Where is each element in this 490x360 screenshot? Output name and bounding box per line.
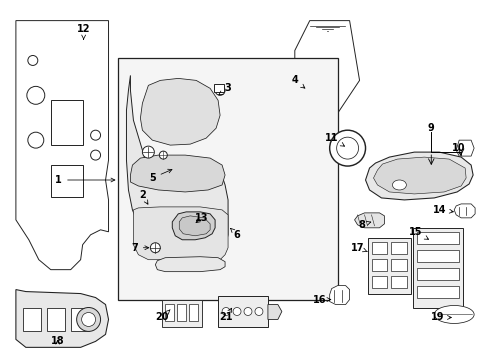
Text: 10: 10	[452, 143, 466, 156]
Circle shape	[215, 85, 225, 95]
Bar	[371, 276, 388, 288]
Text: 8: 8	[358, 220, 371, 230]
Circle shape	[91, 130, 100, 140]
Circle shape	[150, 243, 160, 253]
Polygon shape	[16, 21, 108, 270]
Bar	[47, 307, 65, 332]
Bar	[392, 242, 407, 254]
Text: 6: 6	[231, 228, 241, 240]
Circle shape	[82, 312, 96, 327]
Circle shape	[27, 86, 45, 104]
Bar	[189, 303, 198, 321]
Text: 4: 4	[292, 75, 305, 88]
Polygon shape	[366, 152, 473, 200]
Polygon shape	[130, 155, 225, 192]
Polygon shape	[456, 140, 474, 156]
Text: 1: 1	[55, 175, 115, 185]
Circle shape	[159, 151, 167, 159]
Circle shape	[28, 132, 44, 148]
Polygon shape	[355, 213, 385, 228]
Polygon shape	[268, 305, 282, 319]
Bar	[177, 303, 186, 321]
Circle shape	[255, 307, 263, 315]
Text: 12: 12	[77, 24, 90, 39]
Bar	[119, 58, 338, 300]
Bar	[392, 259, 407, 271]
Ellipse shape	[434, 306, 474, 323]
Text: 17: 17	[351, 243, 367, 253]
Circle shape	[143, 146, 154, 158]
Ellipse shape	[392, 180, 406, 190]
Circle shape	[28, 55, 38, 66]
Text: 7: 7	[131, 243, 149, 253]
Bar	[368, 238, 412, 293]
Bar	[417, 268, 459, 280]
Text: 14: 14	[433, 205, 453, 215]
Text: 13: 13	[196, 213, 209, 223]
Circle shape	[233, 307, 241, 315]
Bar	[392, 276, 407, 288]
Bar	[214, 84, 224, 92]
Bar	[51, 100, 83, 145]
Bar	[417, 250, 459, 262]
Text: 18: 18	[51, 336, 65, 346]
Polygon shape	[133, 207, 228, 260]
Text: 11: 11	[325, 133, 344, 146]
Circle shape	[91, 150, 100, 160]
Bar	[51, 165, 83, 197]
Text: 2: 2	[139, 190, 148, 204]
Polygon shape	[179, 216, 210, 236]
Polygon shape	[126, 75, 228, 258]
Bar	[165, 303, 174, 321]
Polygon shape	[172, 212, 215, 240]
Text: 9: 9	[428, 123, 435, 133]
Text: 20: 20	[155, 310, 170, 323]
Circle shape	[330, 130, 366, 166]
Polygon shape	[141, 78, 220, 145]
Bar	[71, 307, 89, 332]
Polygon shape	[295, 21, 360, 140]
Text: 21: 21	[220, 308, 233, 323]
Polygon shape	[373, 157, 466, 194]
Text: 19: 19	[431, 312, 451, 323]
Polygon shape	[155, 257, 225, 272]
Text: 3: 3	[219, 84, 231, 95]
Bar	[417, 285, 459, 298]
Bar	[371, 259, 388, 271]
Bar	[23, 307, 41, 332]
Circle shape	[244, 307, 252, 315]
Bar	[417, 232, 459, 244]
Bar	[414, 228, 463, 307]
Circle shape	[222, 307, 230, 315]
Polygon shape	[16, 289, 108, 347]
Text: 16: 16	[313, 294, 331, 305]
Bar	[162, 300, 202, 328]
Circle shape	[337, 137, 359, 159]
Bar	[218, 296, 268, 328]
Text: 5: 5	[149, 169, 172, 183]
Text: 15: 15	[409, 227, 429, 239]
Polygon shape	[454, 204, 475, 218]
Circle shape	[76, 307, 100, 332]
Polygon shape	[330, 285, 349, 305]
Bar	[371, 242, 388, 254]
